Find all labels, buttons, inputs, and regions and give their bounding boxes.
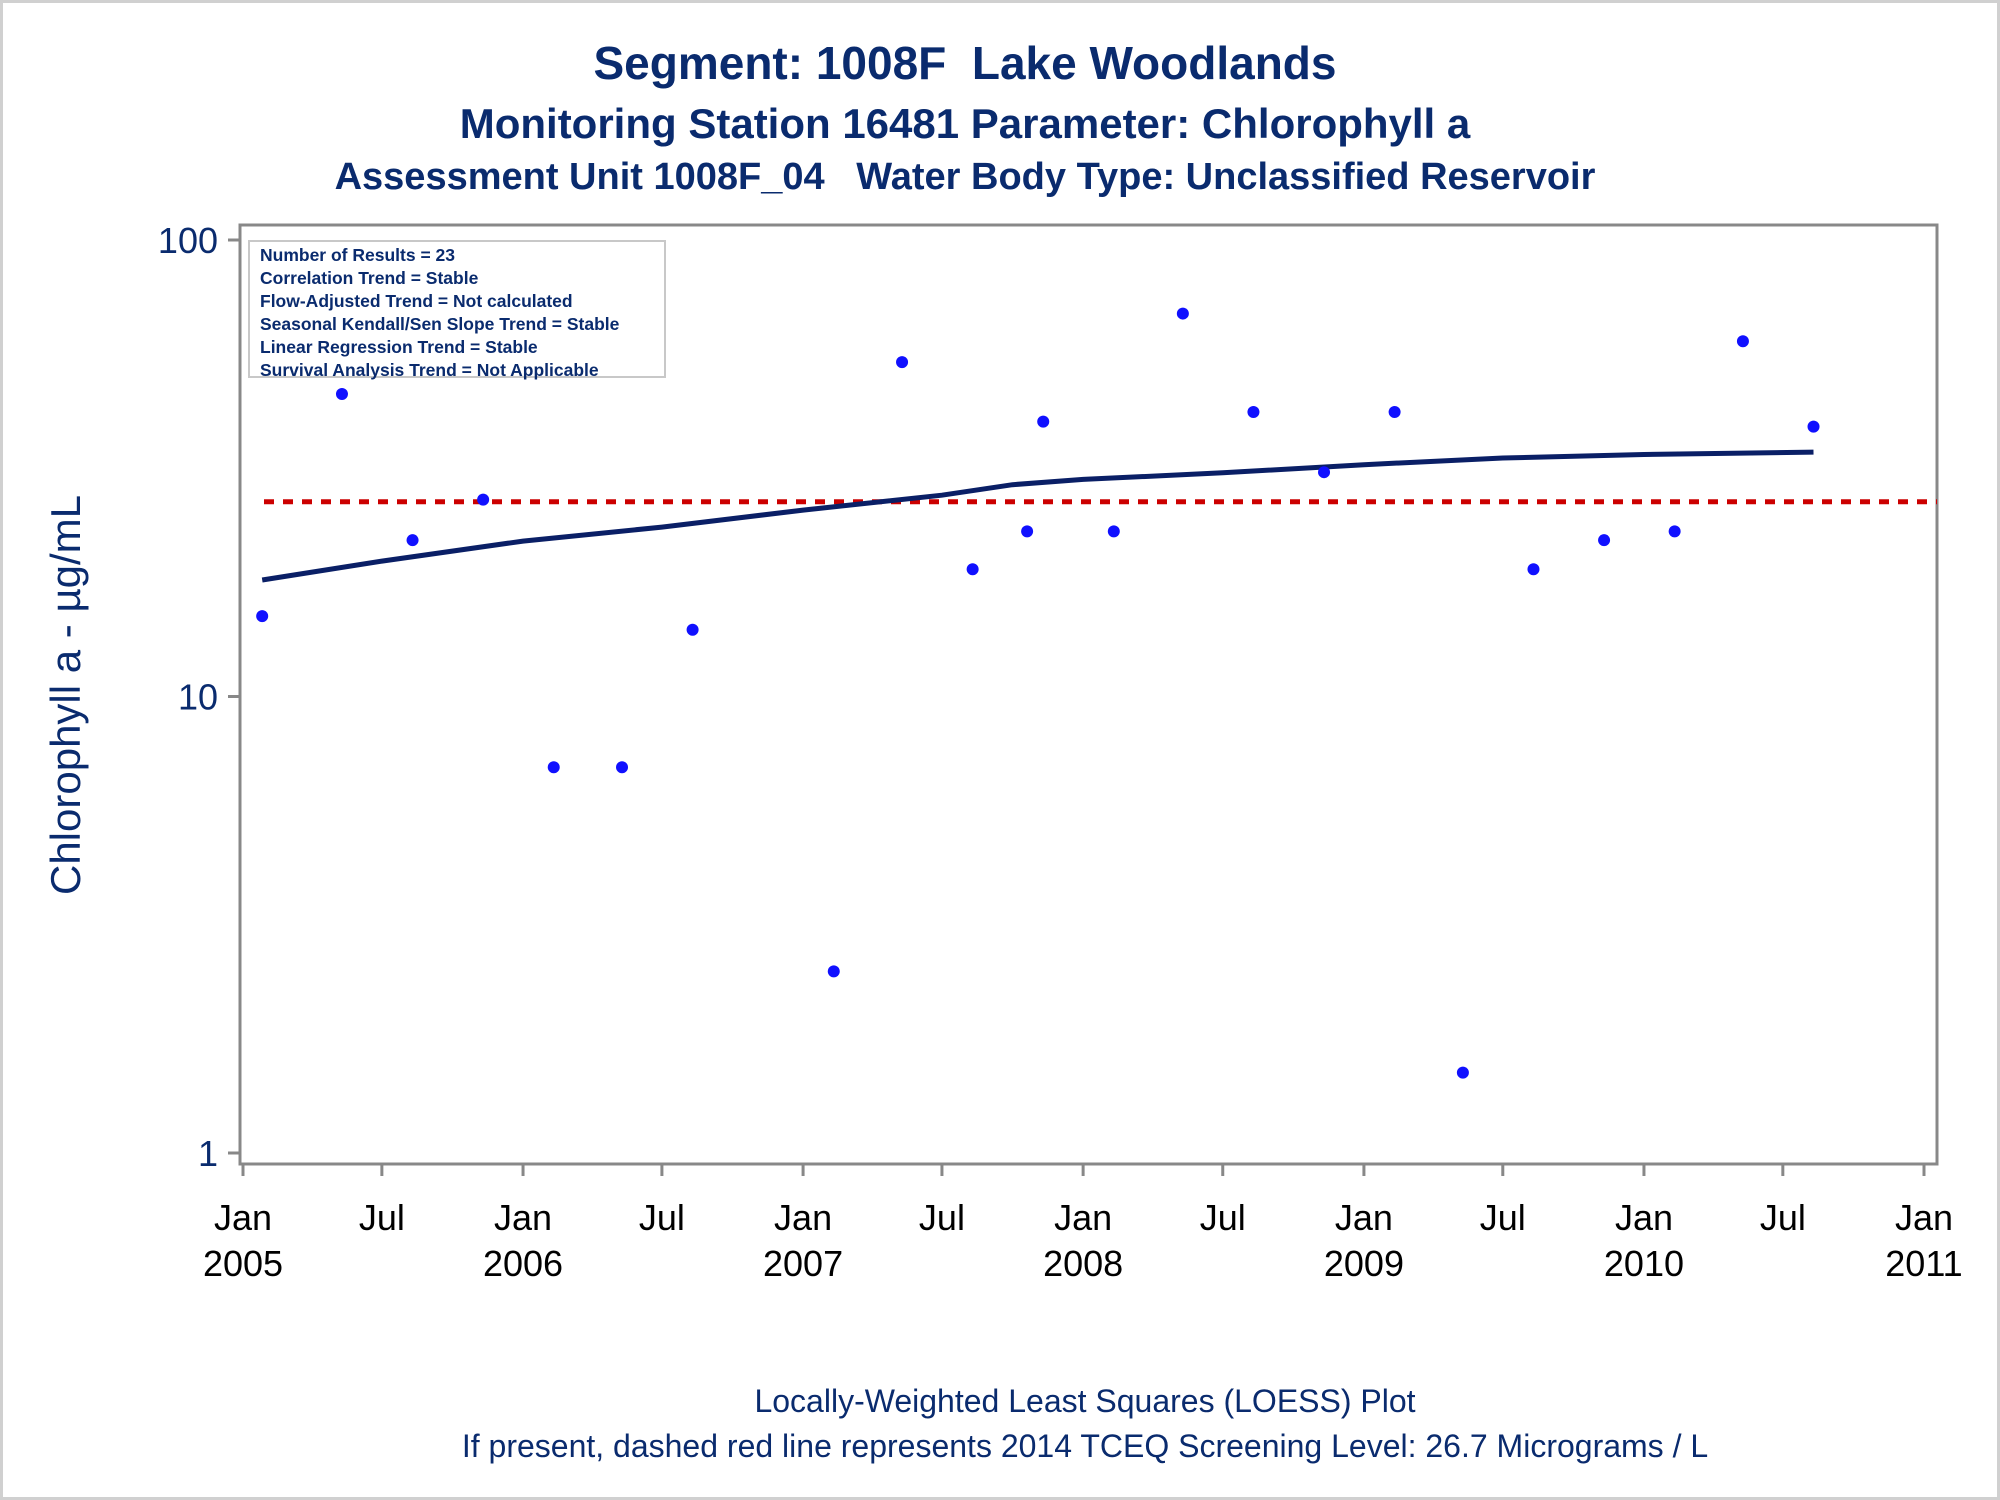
x-tick-label-month: Jul bbox=[1200, 1197, 1246, 1238]
data-point bbox=[616, 761, 629, 774]
data-points bbox=[256, 307, 1820, 1079]
data-point bbox=[1247, 405, 1260, 418]
stats-line: Survival Analysis Trend = Not Applicable bbox=[260, 360, 599, 380]
data-point bbox=[1107, 525, 1120, 538]
stats-line: Linear Regression Trend = Stable bbox=[260, 337, 538, 357]
x-tick-label-year: 2010 bbox=[1604, 1243, 1684, 1284]
x-tick-label-month: Jan bbox=[214, 1197, 272, 1238]
x-axis: Jan 2005 Jul Jan 2006 Jul Jan 2007 Jul Jan 2008 Jul… bbox=[203, 1164, 1963, 1284]
x-tick-label-month: Jan bbox=[494, 1197, 552, 1238]
data-point bbox=[1668, 525, 1681, 538]
stats-line: Seasonal Kendall/Sen Slope Trend = Stabl… bbox=[260, 314, 620, 334]
data-point bbox=[1021, 525, 1034, 538]
data-point bbox=[477, 493, 490, 506]
x-tick-label-year: 2008 bbox=[1043, 1243, 1123, 1284]
data-point bbox=[827, 965, 840, 978]
data-point bbox=[335, 387, 348, 400]
x-tick-label-month: Jan bbox=[1335, 1197, 1393, 1238]
data-point bbox=[547, 761, 560, 774]
y-tick-label: 10 bbox=[178, 677, 218, 718]
stats-line: Flow-Adjusted Trend = Not calculated bbox=[260, 291, 573, 311]
x-tick-label-month: Jan bbox=[1054, 1197, 1112, 1238]
plot-area-border bbox=[238, 223, 1939, 1166]
x-tick-label-month: Jul bbox=[639, 1197, 685, 1238]
data-point bbox=[1318, 466, 1331, 479]
x-tick-label-year: 2005 bbox=[203, 1243, 283, 1284]
y-axis: 1 10 100 bbox=[158, 220, 240, 1174]
y-axis-label: Chlorophyll a - µg/mL bbox=[42, 495, 89, 895]
data-point bbox=[1527, 563, 1540, 576]
x-tick-label-month: Jul bbox=[919, 1197, 965, 1238]
data-point bbox=[256, 610, 269, 623]
x-tick-label-year: 2009 bbox=[1324, 1243, 1404, 1284]
chart-subtitle-2: Assessment Unit 1008F_04 Water Body Type… bbox=[334, 156, 1596, 198]
stats-line: Number of Results = 23 bbox=[260, 245, 455, 265]
y-tick-label: 100 bbox=[158, 220, 218, 261]
x-tick-label-month: Jan bbox=[1895, 1197, 1953, 1238]
x-tick-label-year: 2007 bbox=[763, 1243, 843, 1284]
x-tick-label-month: Jan bbox=[1615, 1197, 1673, 1238]
x-tick-label-month: Jul bbox=[359, 1197, 405, 1238]
chart-title: Segment: 1008F Lake Woodlands bbox=[593, 37, 1337, 89]
footnote: Locally-Weighted Least Squares (LOESS) P… bbox=[754, 1383, 1416, 1419]
x-tick-label-month: Jan bbox=[774, 1197, 832, 1238]
data-point bbox=[1598, 534, 1611, 547]
x-tick-label-month: Jul bbox=[1480, 1197, 1526, 1238]
loess-trend-line bbox=[261, 449, 1814, 583]
data-point bbox=[406, 534, 419, 547]
x-tick-label-year: 2006 bbox=[483, 1243, 563, 1284]
data-point bbox=[1176, 307, 1189, 320]
y-tick-label: 1 bbox=[198, 1133, 218, 1174]
footnote-screening: If present, dashed red line represents 2… bbox=[461, 1428, 1709, 1464]
chart-subtitle: Monitoring Station 16481 Parameter: Chlo… bbox=[459, 100, 1471, 147]
data-point bbox=[1736, 335, 1749, 348]
data-point bbox=[896, 356, 909, 369]
data-point bbox=[686, 623, 699, 636]
data-point bbox=[1807, 420, 1820, 433]
stats-legend-box: Number of Results = 23 Correlation Trend… bbox=[248, 240, 666, 380]
data-point bbox=[1037, 415, 1050, 428]
x-tick-label-year: 2011 bbox=[1885, 1243, 1962, 1284]
data-point bbox=[966, 563, 979, 576]
data-point bbox=[1388, 405, 1401, 418]
data-point bbox=[1456, 1066, 1469, 1079]
stats-line: Correlation Trend = Stable bbox=[260, 268, 479, 288]
x-tick-label-month: Jul bbox=[1760, 1197, 1806, 1238]
